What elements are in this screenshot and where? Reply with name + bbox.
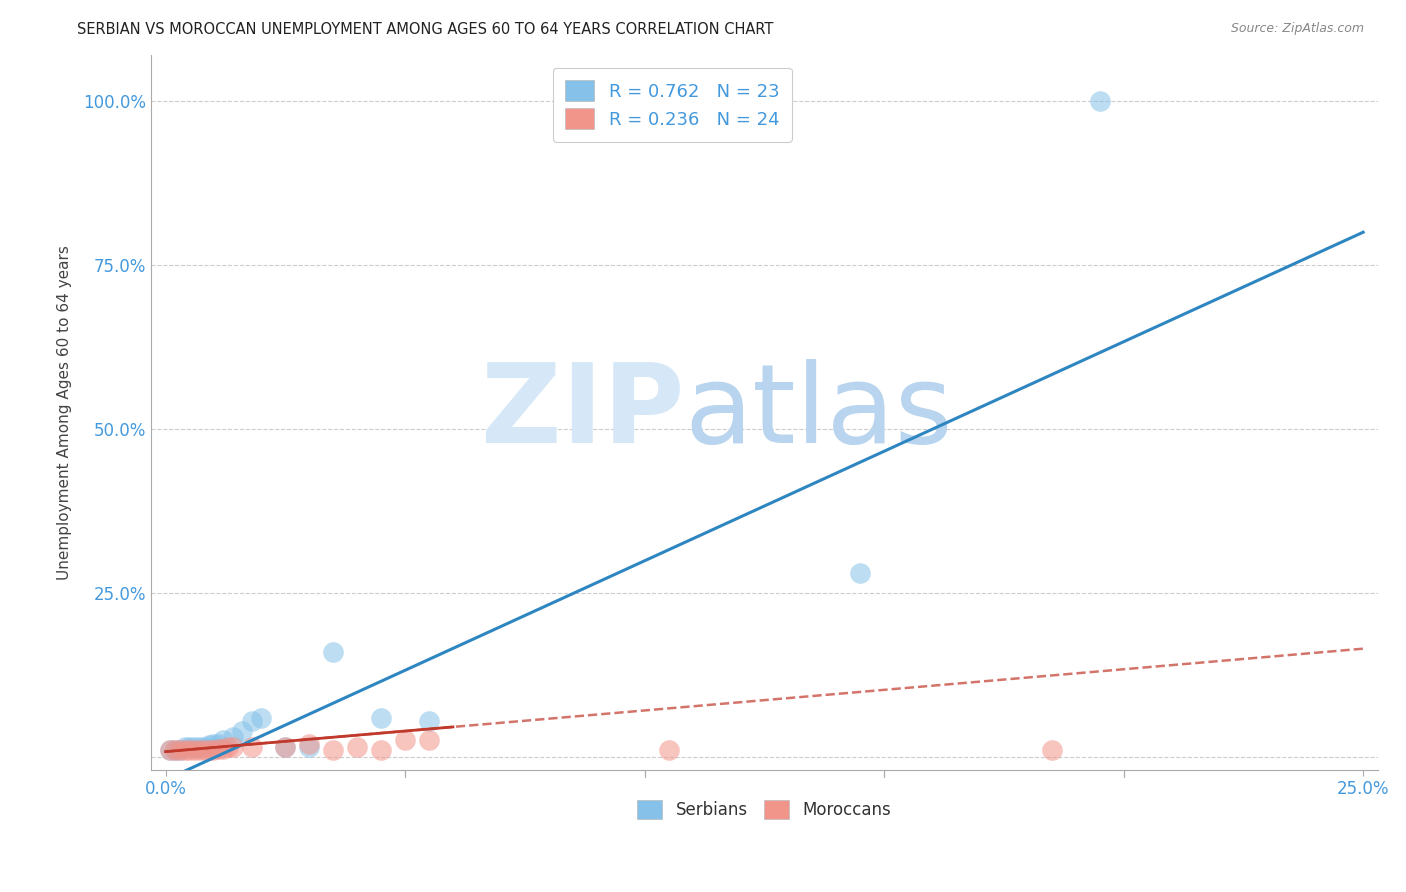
Point — [298, 739, 321, 754]
Point — [1040, 743, 1063, 757]
Point — [394, 733, 416, 747]
Point — [346, 739, 368, 754]
Point — [298, 737, 321, 751]
Point — [250, 710, 273, 724]
Point — [212, 742, 235, 756]
Point — [207, 737, 229, 751]
Point — [197, 738, 219, 752]
Point — [274, 739, 297, 754]
Point — [193, 739, 215, 754]
Point — [202, 743, 225, 757]
Point — [188, 739, 211, 754]
Point — [221, 730, 243, 744]
Point — [159, 743, 181, 757]
Point — [370, 710, 392, 724]
Point — [207, 742, 229, 756]
Point — [169, 743, 191, 757]
Point — [165, 743, 187, 757]
Point — [197, 743, 219, 757]
Point — [173, 743, 195, 757]
Point — [418, 733, 440, 747]
Point — [217, 739, 239, 754]
Point — [173, 739, 195, 754]
Point — [1088, 94, 1111, 108]
Point — [212, 733, 235, 747]
Point — [193, 743, 215, 757]
Point — [231, 723, 253, 738]
Point — [657, 743, 679, 757]
Point — [188, 743, 211, 757]
Point — [183, 739, 205, 754]
Text: SERBIAN VS MOROCCAN UNEMPLOYMENT AMONG AGES 60 TO 64 YEARS CORRELATION CHART: SERBIAN VS MOROCCAN UNEMPLOYMENT AMONG A… — [77, 22, 773, 37]
Point — [169, 743, 191, 757]
Text: Source: ZipAtlas.com: Source: ZipAtlas.com — [1230, 22, 1364, 36]
Point — [165, 743, 187, 757]
Point — [322, 743, 344, 757]
Point — [849, 566, 872, 581]
Point — [179, 743, 201, 757]
Point — [370, 743, 392, 757]
Point — [179, 739, 201, 754]
Point — [240, 714, 263, 728]
Point — [221, 739, 243, 754]
Point — [183, 743, 205, 757]
Point — [202, 737, 225, 751]
Point — [159, 743, 181, 757]
Legend: Serbians, Moroccans: Serbians, Moroccans — [630, 793, 898, 826]
Point — [240, 739, 263, 754]
Point — [274, 739, 297, 754]
Text: ZIP: ZIP — [481, 359, 685, 466]
Text: atlas: atlas — [685, 359, 953, 466]
Point — [418, 714, 440, 728]
Y-axis label: Unemployment Among Ages 60 to 64 years: Unemployment Among Ages 60 to 64 years — [58, 245, 72, 580]
Point — [322, 645, 344, 659]
